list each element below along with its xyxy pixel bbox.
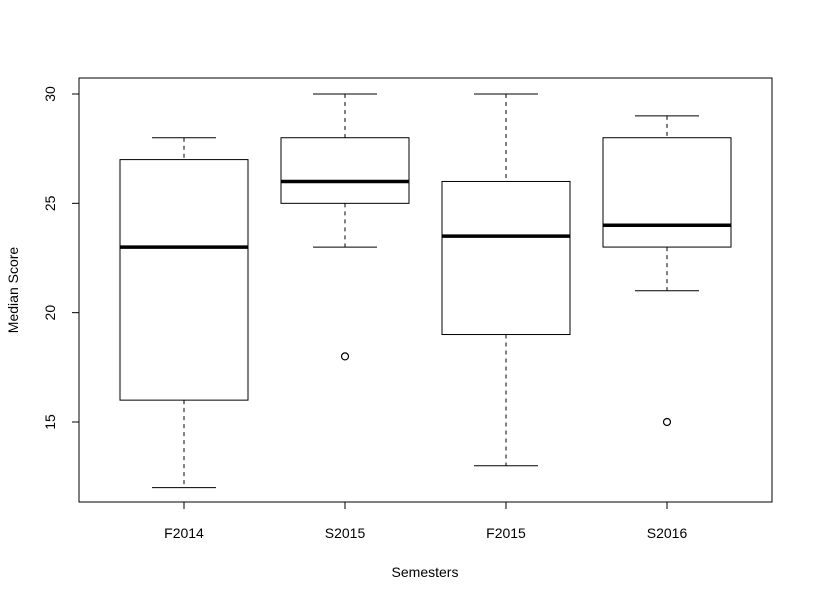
y-tick-label: 30 — [42, 86, 58, 102]
outlier-point — [340, 352, 350, 361]
outlier-point — [662, 417, 672, 427]
y-tick-label: 25 — [42, 195, 58, 211]
interquartile-box — [602, 137, 732, 248]
plot-layer — [119, 93, 732, 489]
box-s2015 — [280, 93, 410, 361]
y-tick-label: 20 — [42, 305, 58, 321]
interquartile-box — [280, 137, 410, 204]
x-axis-title: Semesters — [392, 564, 459, 580]
box-f2014 — [119, 137, 249, 489]
box-s2016 — [602, 115, 732, 427]
x-tick-label: F2014 — [164, 525, 204, 541]
x-tick-label: S2016 — [647, 525, 688, 541]
box-f2015 — [441, 93, 571, 467]
interquartile-box — [119, 159, 249, 401]
y-tick-label: 15 — [42, 414, 58, 430]
axes-layer: 15 20 25 30 F2014 S2015 F2015 S2016 — [42, 77, 773, 541]
interquartile-box — [441, 180, 571, 336]
x-tick-label: S2015 — [325, 525, 366, 541]
y-axis-title: Median Score — [5, 247, 21, 334]
plot-frame — [78, 77, 773, 503]
x-tick-label: F2015 — [486, 525, 526, 541]
